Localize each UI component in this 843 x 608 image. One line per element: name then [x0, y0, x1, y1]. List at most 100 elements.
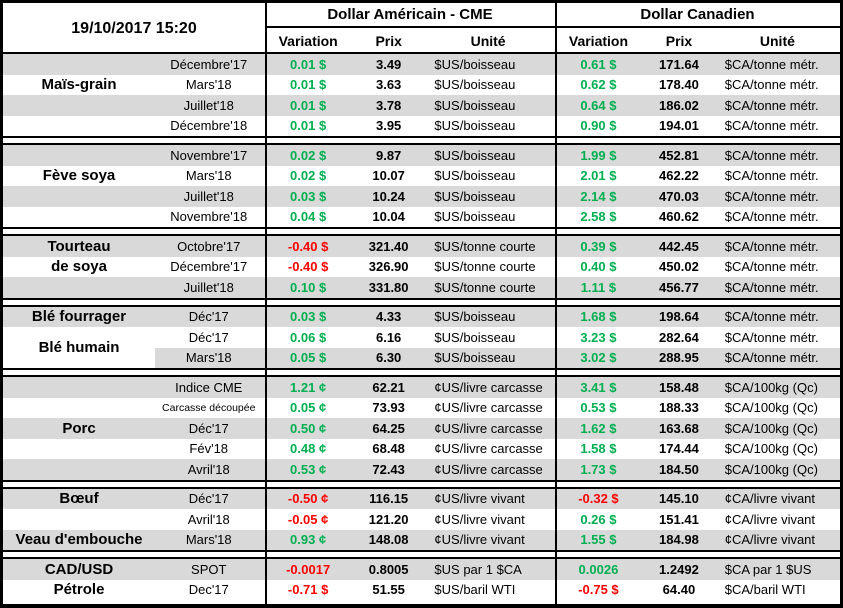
- contract-cell: Décembre'17: [170, 56, 248, 72]
- us-price-cell: 72.43: [372, 461, 405, 477]
- us-price-cell: 331.80: [368, 279, 409, 295]
- cad-variation-cell: 0.90 $: [580, 118, 617, 134]
- us-price-cell: 3.49: [375, 56, 402, 72]
- commodity-cell: [3, 509, 154, 530]
- cad-unit-cell: $CA/tonne métr.: [724, 238, 819, 254]
- table-row: Mars'18 0.02 $ 10.07 $US/boisseau 2.01 $ 462.…: [3, 166, 840, 187]
- cad-price-cell: 163.68: [659, 420, 699, 436]
- table-row: Déc'17 0.03 $ 4.33 $US/boisseau 1.68 $ 198.64…: [3, 306, 840, 327]
- table-row: Octobre'17 -0.40 $ 321.40 $US/tonne courte 0…: [3, 236, 840, 257]
- us-variation-cell: 0.53 ¢: [290, 461, 327, 477]
- commodity-group: Novembre'17 0.02 $ 9.87 $US/boisseau 1.99 $ 4…: [3, 143, 840, 229]
- commodity-cell: [3, 207, 154, 228]
- commodity-group: Déc'17 -0.50 ¢ 116.15 ¢US/livre vivant -0.32…: [3, 486, 840, 552]
- us-unit-cell: $US/boisseau: [434, 147, 516, 163]
- us-unit-cell: ¢US/livre carcasse: [434, 461, 543, 477]
- cad-unit-cell: $CA/tonne métr.: [724, 168, 819, 184]
- table-row: Juillet'18 0.10 $ 331.80 $US/tonne courte 1.…: [3, 277, 840, 298]
- us-unit-cell: $US/tonne courte: [434, 259, 536, 275]
- commodity-cell: [3, 95, 154, 116]
- commodity-label: Tourteau: [47, 237, 111, 255]
- us-price-cell: 68.48: [372, 441, 405, 457]
- us-variation-cell: 0.03 $: [290, 309, 327, 325]
- us-unit-cell: ¢US/livre carcasse: [434, 379, 543, 395]
- table-row: Avril'18 -0.05 ¢ 121.20 ¢US/livre vivant 0.2…: [3, 509, 840, 530]
- commodity-label: Blé fourrager: [31, 308, 127, 326]
- cad-variation-cell: -0.32 $: [578, 491, 619, 507]
- us-price-cell: 0.8005: [368, 561, 409, 577]
- us-variation-cell: -0.0017: [286, 561, 331, 577]
- us-variation-cell: -0.40 $: [287, 238, 329, 254]
- cad-unit-cell: $CA/tonne métr.: [724, 188, 819, 204]
- cad-variation-cell: 0.53 $: [580, 400, 617, 416]
- cad-price-cell: 186.02: [659, 97, 699, 113]
- contract-cell: Mars'18: [185, 532, 232, 548]
- us-price-cell: 62.21: [372, 379, 405, 395]
- contract-cell: Novembre'18: [170, 209, 248, 225]
- us-unit-cell: $US/boisseau: [434, 56, 516, 72]
- us-unit-cell: ¢US/livre carcasse: [434, 400, 543, 416]
- table-header: 19/10/2017 15:20 Dollar Américain - CME …: [3, 3, 840, 54]
- table-row: Décembre'17 -0.40 $ 326.90 $US/tonne courte…: [3, 257, 840, 278]
- commodity-group: Décembre'17 0.01 $ 3.49 $US/boisseau 0.61 $ 1…: [3, 54, 840, 138]
- us-unit-cell: $US/boisseau: [434, 118, 516, 134]
- us-price-cell: 6.16: [375, 329, 402, 345]
- cad-variation-cell: 1.73 $: [580, 461, 617, 477]
- cad-variation-cell: 0.40 $: [580, 259, 617, 275]
- contract-cell: Juillet'18: [183, 188, 234, 204]
- contract-cell: Mars'18: [185, 350, 232, 366]
- contract-cell: Avril'18: [187, 461, 230, 477]
- block-divider-left: [265, 3, 267, 604]
- us-variation-cell: 0.01 $: [290, 56, 327, 72]
- us-variation-cell: 0.93 ¢: [290, 532, 327, 548]
- cad-variation-cell: 1.55 $: [580, 532, 617, 548]
- cad-unit-cell: $CA/100kg (Qc): [724, 400, 818, 416]
- cad-unit-cell: ¢CA/livre vivant: [724, 491, 816, 507]
- commodity-group: Octobre'17 -0.40 $ 321.40 $US/tonne courte 0…: [3, 234, 840, 300]
- cad-price-cell: 460.62: [659, 209, 699, 225]
- us-price-cell: 9.87: [375, 147, 402, 163]
- contract-cell: Mars'18: [185, 77, 232, 93]
- table-row: SPOT -0.0017 0.8005 $US par 1 $CA 0.0026 1.24…: [3, 559, 840, 580]
- contract-cell: Avril'18: [187, 511, 230, 527]
- cad-price-cell: 184.98: [659, 532, 699, 548]
- cad-unit-cell: $CA/tonne métr.: [724, 97, 819, 113]
- cad-price-cell: 450.02: [659, 259, 699, 275]
- usd-block-title: Dollar Américain - CME: [265, 3, 555, 28]
- commodity-cell: [3, 54, 154, 75]
- table-row: Novembre'17 0.02 $ 9.87 $US/boisseau 1.99 $ 4…: [3, 145, 840, 166]
- table-row: Indice CME 1.21 ¢ 62.21 ¢US/livre carcasse 3…: [3, 377, 840, 398]
- cad-price-cell: 452.81: [659, 147, 699, 163]
- commodity-label: Maïs-grain: [41, 76, 117, 94]
- contract-cell: Dec'17: [188, 582, 229, 598]
- contract-cell: SPOT: [191, 561, 227, 577]
- cad-price-cell: 194.01: [659, 118, 699, 134]
- cad-variation-cell: 2.58 $: [580, 209, 617, 225]
- contract-cell: Novembre'17: [170, 147, 248, 163]
- table-row: Déc'17 0.50 ¢ 64.25 ¢US/livre carcasse 1.62 …: [3, 418, 840, 439]
- commodity-label: Pétrole: [53, 581, 105, 599]
- us-variation-cell: 0.06 $: [290, 329, 327, 345]
- commodity-group: Indice CME 1.21 ¢ 62.21 ¢US/livre carcasse 3…: [3, 375, 840, 482]
- us-unit-cell: ¢US/livre carcasse: [434, 420, 543, 436]
- us-variation-cell: -0.40 $: [287, 259, 329, 275]
- us-unit-cell: ¢US/livre vivant: [434, 511, 525, 527]
- us-unit-cell: $US/baril WTI: [434, 582, 516, 598]
- contract-cell: Décembre'17: [170, 259, 248, 275]
- cad-price-cell: 184.50: [659, 461, 699, 477]
- table-row: Mars'18 0.01 $ 3.63 $US/boisseau 0.62 $ 178.4…: [3, 75, 840, 96]
- cad-unit-cell: $CA/100kg (Qc): [724, 461, 818, 477]
- cad-price-cell: 198.64: [659, 309, 699, 325]
- us-unit-cell: $US/boisseau: [434, 97, 516, 113]
- us-variation-cell: 0.02 $: [290, 168, 327, 184]
- us-variation-cell: -0.50 ¢: [287, 491, 329, 507]
- cad-variation-cell: 0.26 $: [580, 511, 617, 527]
- us-variation-cell: 0.01 $: [290, 77, 327, 93]
- cad-variation-cell: 1.11 $: [580, 279, 617, 295]
- cad-unit-cell: $CA/tonne métr.: [724, 118, 819, 134]
- us-variation-cell: -0.05 ¢: [287, 511, 329, 527]
- cad-price-cell: 171.64: [659, 56, 699, 72]
- cad-unit-cell: $CA/tonne métr.: [724, 77, 819, 93]
- cad-variation-cell: 0.64 $: [580, 97, 617, 113]
